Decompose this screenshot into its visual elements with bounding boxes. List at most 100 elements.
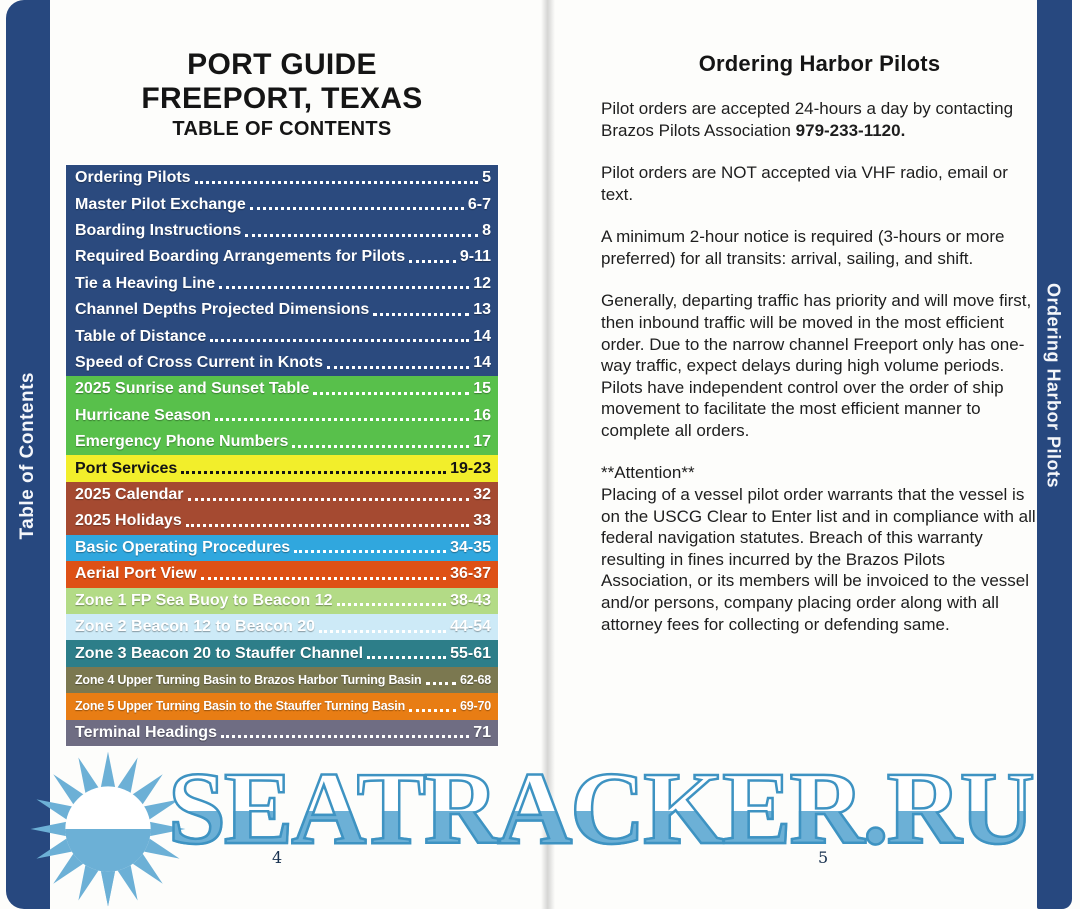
toc-leader-dots (185, 523, 470, 527)
toc-row-pages: 71 (473, 723, 491, 741)
toc-leader-dots (210, 339, 470, 343)
toc-leader-dots (373, 312, 470, 316)
toc-row[interactable]: 2025 Holidays 33 (66, 508, 498, 535)
toc-row[interactable]: Port Services 19-23 (66, 455, 498, 482)
toc-leader-dots (367, 656, 447, 660)
toc-row-label: Zone 3 Beacon 20 to Stauffer Channel (75, 644, 364, 662)
toc-row-label: Port Services (75, 459, 178, 477)
toc-row-label: Terminal Headings (75, 723, 217, 741)
paragraph-pilot-orders: Pilot orders are accepted 24-hours a day… (601, 98, 1038, 141)
toc-leader-dots (245, 233, 479, 237)
toc-leader-dots (200, 576, 447, 580)
title-line-2: FREEPORT, TEXAS (141, 81, 423, 115)
toc-row-label: Tie a Heaving Line (75, 274, 216, 292)
toc-row-pages: 34-35 (450, 538, 491, 556)
toc-row[interactable]: Aerial Port View 36-37 (66, 561, 498, 588)
toc-row-label: Basic Operating Procedures (75, 538, 291, 556)
watermark-text: SEATRACKER.RU (167, 751, 1036, 866)
toc-row-label: Speed of Cross Current in Knots (75, 354, 324, 372)
toc-row-label: Boarding Instructions (75, 222, 242, 240)
toc-row[interactable]: Channel Depths Projected Dimensions 13 (66, 297, 498, 324)
toc-row[interactable]: Tie a Heaving Line 12 (66, 270, 498, 298)
toc-leader-dots (294, 550, 447, 554)
toc-row[interactable]: Master Pilot Exchange 6-7 (66, 191, 498, 218)
toc-row-pages: 69-70 (460, 699, 491, 714)
toc-row-label: 2025 Holidays (75, 512, 182, 530)
left-page-title: PORT GUIDE FREEPORT, TEXAS TABLE OF CONT… (66, 48, 498, 142)
toc-leader-dots (187, 497, 470, 501)
toc-row-pages: 13 (473, 301, 491, 319)
toc-row-pages: 38-43 (450, 591, 491, 609)
toc-row[interactable]: Speed of Cross Current in Knots 14 (66, 349, 498, 377)
toc-row[interactable]: Zone 2 Beacon 12 to Beacon 20 44-54 (66, 613, 498, 641)
toc-row[interactable]: Zone 5 Upper Turning Basin to the Stauff… (66, 693, 498, 720)
toc-row-pages: 5 (482, 169, 491, 187)
toc-row[interactable]: Hurricane Season 16 (66, 402, 498, 430)
toc-row[interactable]: Terminal Headings 71 (66, 719, 498, 746)
toc-row[interactable]: Boarding Instructions 8 (66, 217, 498, 245)
toc-row[interactable]: Zone 4 Upper Turning Basin to Brazos Har… (66, 666, 498, 694)
toc-row-pages: 17 (473, 433, 491, 451)
paragraph-attention: **Attention** Placing of a vessel pilot … (601, 462, 1038, 635)
attention-body: Placing of a vessel pilot order warrants… (601, 485, 1036, 634)
toc-row[interactable]: Basic Operating Procedures 34-35 (66, 534, 498, 562)
toc-row-pages: 14 (473, 327, 491, 345)
right-cover-tab: Ordering Harbor Pilots (1037, 0, 1072, 909)
toc-leader-dots (409, 708, 457, 712)
toc-leader-dots (220, 735, 470, 739)
toc-row-pages: 16 (473, 406, 491, 424)
left-cover-tab: Table of Contents (6, 0, 50, 909)
toc-leader-dots (215, 418, 470, 422)
toc-row[interactable]: Zone 1 FP Sea Buoy to Beacon 12 38-43 (66, 587, 498, 614)
right-page-number: 5 (818, 848, 829, 867)
toc-row-label: Zone 5 Upper Turning Basin to the Stauff… (75, 699, 406, 714)
toc-leader-dots (181, 471, 447, 475)
toc-row-pages: 9-11 (459, 248, 491, 266)
toc-row-pages: 19-23 (450, 459, 491, 477)
left-tab-label: Table of Contents (17, 372, 38, 540)
toc-row-label: Aerial Port View (75, 565, 197, 583)
toc-leader-dots (194, 180, 479, 184)
sun-logo-icon (30, 751, 186, 907)
toc-row-pages: 44-54 (450, 618, 491, 636)
toc-row-pages: 6-7 (467, 195, 491, 213)
toc-leader-dots (319, 629, 447, 633)
toc-leader-dots (292, 444, 470, 448)
toc-row-label: Required Boarding Arrangements for Pilot… (75, 248, 406, 266)
left-page-number: 4 (272, 848, 283, 867)
toc-row[interactable]: Zone 3 Beacon 20 to Stauffer Channel 55-… (66, 640, 498, 667)
toc-row[interactable]: 2025 Calendar 32 (66, 481, 498, 509)
toc-row-pages: 36-37 (450, 565, 491, 583)
toc-leader-dots (409, 259, 456, 263)
toc-row-pages: 32 (473, 486, 491, 504)
toc-row-label: 2025 Calendar (75, 486, 184, 504)
toc-leader-dots (336, 603, 447, 607)
toc-row-pages: 14 (473, 354, 491, 372)
paragraph-pilot-orders-text: Pilot orders are accepted 24-hours a day… (601, 98, 1014, 140)
toc-row-label: Zone 2 Beacon 12 to Beacon 20 (75, 618, 316, 636)
paragraph-traffic: Generally, departing traffic has priorit… (601, 291, 1032, 440)
toc-row[interactable]: Emergency Phone Numbers 17 (66, 429, 498, 456)
toc-row-label: Zone 1 FP Sea Buoy to Beacon 12 (75, 591, 333, 609)
toc-row-label: Emergency Phone Numbers (75, 433, 289, 451)
toc-row-label: Hurricane Season (75, 406, 212, 424)
toc-leader-dots (425, 682, 457, 686)
page-gutter-shadow (541, 0, 555, 909)
toc-row[interactable]: Ordering Pilots 5 (66, 165, 498, 192)
toc-leader-dots (313, 391, 470, 395)
toc-row-label: Ordering Pilots (75, 169, 191, 187)
toc-row[interactable]: Required Boarding Arrangements for Pilot… (66, 244, 498, 271)
attention-title: **Attention** (601, 463, 695, 483)
paragraph-not-accepted: Pilot orders are NOT accepted via VHF ra… (601, 163, 1008, 204)
toc-row[interactable]: Table of Distance 14 (66, 323, 498, 350)
toc-row-label: Table of Distance (75, 327, 207, 345)
toc-leader-dots (219, 286, 470, 290)
toc-leader-dots (249, 207, 464, 211)
toc-row-pages: 12 (473, 274, 491, 292)
title-line-1: PORT GUIDE (187, 48, 377, 81)
toc-row-label: Channel Depths Projected Dimensions (75, 301, 370, 319)
toc-row-pages: 55-61 (450, 644, 491, 662)
toc-row[interactable]: 2025 Sunrise and Sunset Table 15 (66, 376, 498, 403)
toc-row-label: 2025 Sunrise and Sunset Table (75, 380, 310, 398)
phone-number: 979-233-1120. (795, 120, 906, 140)
